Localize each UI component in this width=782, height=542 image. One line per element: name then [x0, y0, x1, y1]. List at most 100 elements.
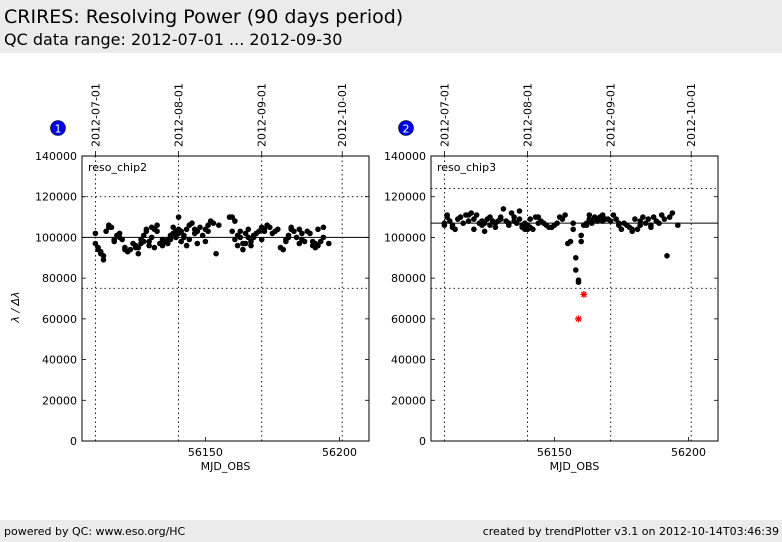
y-tick-label: 100000 [35, 231, 77, 244]
x-tick-label: 56150 [537, 446, 572, 459]
trend-panel-2: 2 2012-07-01 2012-08-01 2012-09-01 2012-10-0… [384, 83, 719, 473]
y-axis-label: λ / Δλ [9, 291, 22, 323]
data-point [535, 214, 542, 220]
data-point [296, 240, 303, 247]
data-point [111, 238, 117, 245]
data-point [258, 236, 265, 243]
panel-number-label: 2 [403, 123, 410, 136]
data-point [232, 236, 238, 243]
data-point [194, 228, 201, 235]
data-point [594, 218, 601, 224]
y-tick-label: 0 [419, 435, 426, 448]
x-tick-label: 56200 [671, 446, 706, 459]
data-point [135, 244, 142, 251]
data-point [288, 224, 295, 231]
data-point [315, 226, 321, 233]
x-tick-label: 56150 [188, 446, 223, 459]
data-point [140, 232, 147, 239]
data-point [232, 218, 238, 224]
y-tick-label: 20000 [42, 394, 77, 407]
data-point [508, 210, 515, 216]
data-point [452, 226, 458, 233]
y-tick-label: 100000 [384, 231, 426, 244]
data-point [242, 230, 249, 237]
plot-frame [430, 155, 719, 442]
data-point [178, 228, 184, 235]
outlier-stroke [580, 291, 587, 298]
data-point [473, 212, 480, 218]
data-point [213, 250, 219, 257]
date-tick-label: 2012-10-01 [336, 83, 349, 147]
data-point [242, 240, 249, 247]
data-point [143, 228, 150, 235]
data-point [481, 220, 488, 226]
page-header: CRIRES: Resolving Power (90 days period)… [0, 0, 782, 53]
panel-number-badge [50, 120, 66, 136]
data-point [650, 214, 657, 220]
data-point [511, 214, 517, 220]
data-point [487, 214, 493, 220]
data-point [506, 220, 512, 226]
outlier-point [575, 315, 583, 323]
data-point [471, 226, 477, 233]
data-point [116, 230, 123, 237]
data-point [578, 238, 584, 245]
data-point [165, 240, 171, 247]
data-point [189, 220, 195, 226]
outlier-stroke [575, 315, 582, 322]
data-point [599, 212, 606, 218]
x-axis-label: MJD_OBS [550, 460, 600, 473]
data-point [447, 218, 453, 224]
data-point [245, 234, 252, 241]
data-point [573, 254, 579, 261]
data-point [610, 212, 617, 218]
data-point [175, 214, 182, 220]
data-point [656, 220, 662, 226]
data-point [645, 216, 652, 222]
date-tick-label: 2012-10-01 [685, 83, 698, 147]
data-point [629, 226, 635, 233]
data-point [465, 218, 472, 224]
data-point [320, 234, 327, 241]
data-point [613, 216, 619, 222]
data-point [589, 218, 595, 224]
data-point [122, 244, 128, 251]
data-point [570, 226, 576, 233]
data-point [516, 208, 523, 214]
data-point [449, 222, 456, 228]
data-point [199, 232, 206, 239]
data-point [573, 267, 579, 273]
data-point [578, 232, 584, 239]
data-point [301, 238, 308, 245]
y-tick-label: 140000 [384, 150, 426, 163]
page-title: CRIRES: Resolving Power (90 days period) [4, 6, 404, 28]
data-point [148, 234, 155, 241]
data-point [205, 228, 211, 235]
data-point [487, 222, 493, 228]
data-point [658, 212, 665, 218]
data-point [640, 214, 646, 220]
data-point [575, 277, 582, 284]
data-point [194, 240, 201, 247]
data-point [296, 226, 303, 233]
data-point [154, 222, 160, 228]
data-point [119, 236, 125, 243]
panel-number-badge [398, 120, 414, 136]
data-point [267, 224, 273, 231]
plot-frame [81, 155, 370, 442]
data-point [256, 228, 262, 235]
data-point [229, 228, 235, 235]
data-point [100, 257, 107, 263]
data-point [229, 214, 235, 220]
data-point [146, 238, 152, 245]
data-point [146, 242, 152, 249]
qc-data-range: QC data range: 2012-07-01 ... 2012-09-30 [4, 30, 343, 49]
y-tick-label: 120000 [35, 191, 77, 204]
data-point [468, 210, 475, 216]
data-point [248, 242, 254, 249]
data-point [173, 234, 179, 241]
data-point [299, 230, 305, 237]
data-point [293, 234, 300, 241]
data-point [675, 222, 681, 228]
data-point [210, 220, 217, 226]
